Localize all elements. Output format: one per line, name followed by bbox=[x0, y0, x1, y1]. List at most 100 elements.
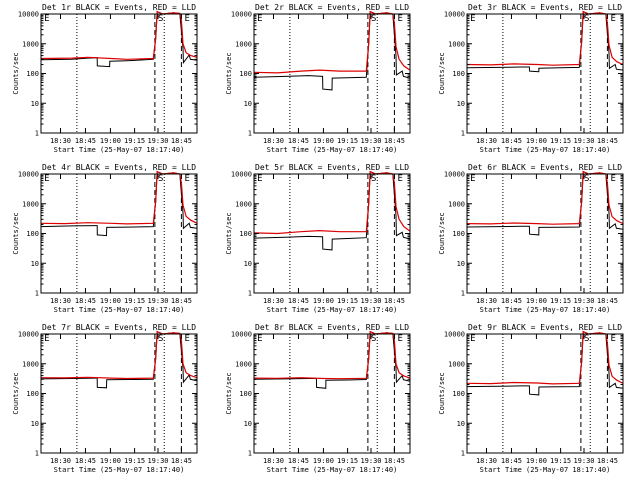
event-marker-S: S bbox=[158, 334, 163, 344]
y-tick-label: 1 bbox=[35, 130, 39, 138]
x-tick-label: 18:45 bbox=[384, 137, 405, 145]
x-tick-label: 19:15 bbox=[550, 457, 571, 465]
y-tick-label: 10 bbox=[31, 420, 39, 428]
x-tick-label: 19:00 bbox=[313, 137, 334, 145]
x-tick-label: 18:45 bbox=[597, 457, 618, 465]
y-tick-label: 1000 bbox=[235, 200, 252, 208]
y-tick-label: 10 bbox=[457, 420, 465, 428]
series-line-events bbox=[254, 330, 410, 389]
panel-title: Det 9r BLACK = Events, RED = LLD bbox=[468, 323, 622, 332]
y-tick-label: 1000 bbox=[235, 360, 252, 368]
x-tick-label: 19:00 bbox=[526, 137, 547, 145]
y-tick-label: 1000 bbox=[22, 360, 39, 368]
x-tick-label: 19:00 bbox=[313, 457, 334, 465]
x-tick-label: 19:00 bbox=[526, 297, 547, 305]
event-marker-E: E bbox=[257, 174, 262, 184]
y-tick-label: 10000 bbox=[444, 171, 465, 179]
x-tick-label: 18:45 bbox=[288, 297, 309, 305]
y-tick-label: 1000 bbox=[22, 200, 39, 208]
y-tick-label: 1 bbox=[461, 130, 465, 138]
x-tick-label: 18:45 bbox=[171, 137, 192, 145]
x-tick-label: 19:15 bbox=[337, 457, 358, 465]
event-marker-S: S bbox=[584, 14, 589, 24]
series-line-events bbox=[467, 330, 623, 396]
x-axis-label: Start Time (25-May-07 18:17:40) bbox=[480, 306, 611, 314]
event-marker-E: E bbox=[470, 174, 475, 184]
x-tick-label: 18:45 bbox=[75, 137, 96, 145]
y-axis-label: Counts/sec bbox=[225, 52, 233, 94]
y-tick-label: 10000 bbox=[444, 331, 465, 339]
x-tick-label: 19:30 bbox=[573, 137, 594, 145]
y-tick-label: 10000 bbox=[18, 331, 39, 339]
x-tick-label: 19:15 bbox=[124, 457, 145, 465]
event-marker-E: E bbox=[398, 174, 403, 184]
panel-title: Det 6r BLACK = Events, RED = LLD bbox=[468, 163, 622, 172]
x-tick-label: 18:30 bbox=[263, 457, 284, 465]
event-marker-E: E bbox=[44, 174, 49, 184]
event-marker-S: S bbox=[371, 334, 376, 344]
y-tick-label: 100 bbox=[452, 70, 465, 78]
event-marker-E: E bbox=[611, 174, 616, 184]
y-tick-label: 10 bbox=[457, 100, 465, 108]
y-tick-label: 100 bbox=[26, 230, 39, 238]
x-tick-label: 19:15 bbox=[337, 297, 358, 305]
event-marker-E: E bbox=[611, 14, 616, 24]
y-tick-label: 100 bbox=[452, 390, 465, 398]
x-tick-label: 18:30 bbox=[476, 457, 497, 465]
x-tick-label: 18:30 bbox=[263, 297, 284, 305]
event-marker-S: S bbox=[371, 174, 376, 184]
y-axis-label: Counts/sec bbox=[12, 372, 20, 414]
series-line-events bbox=[41, 170, 197, 237]
x-axis-label: Start Time (25-May-07 18:17:40) bbox=[54, 466, 185, 474]
event-marker-E: E bbox=[185, 174, 190, 184]
series-line-lld bbox=[467, 10, 623, 66]
series-line-lld bbox=[254, 170, 410, 235]
y-tick-label: 100 bbox=[26, 70, 39, 78]
x-tick-label: 19:30 bbox=[573, 297, 594, 305]
event-marker-E: E bbox=[611, 334, 616, 344]
x-tick-label: 19:30 bbox=[360, 297, 381, 305]
y-tick-label: 10 bbox=[457, 260, 465, 268]
plot-frame bbox=[466, 333, 624, 454]
event-marker-S: S bbox=[371, 14, 376, 24]
y-tick-label: 10000 bbox=[231, 11, 252, 19]
y-tick-label: 1 bbox=[248, 450, 252, 458]
y-tick-label: 10000 bbox=[444, 11, 465, 19]
y-tick-label: 10 bbox=[244, 420, 252, 428]
x-tick-label: 19:30 bbox=[360, 137, 381, 145]
x-tick-label: 19:30 bbox=[573, 457, 594, 465]
plot-frame bbox=[40, 13, 198, 134]
y-axis-label: Counts/sec bbox=[438, 212, 446, 254]
series-line-events bbox=[254, 170, 410, 251]
x-axis-label: Start Time (25-May-07 18:17:40) bbox=[267, 146, 398, 154]
y-tick-label: 1000 bbox=[235, 40, 252, 48]
y-tick-label: 1 bbox=[248, 290, 252, 298]
x-axis-label: Start Time (25-May-07 18:17:40) bbox=[54, 146, 185, 154]
x-tick-label: 18:45 bbox=[75, 297, 96, 305]
series-line-lld bbox=[254, 330, 410, 380]
series-line-lld bbox=[467, 170, 623, 225]
series-line-lld bbox=[41, 170, 197, 225]
panel-title: Det 3r BLACK = Events, RED = LLD bbox=[468, 3, 622, 12]
panel-title: Det 2r BLACK = Events, RED = LLD bbox=[255, 3, 409, 12]
x-tick-label: 19:00 bbox=[526, 457, 547, 465]
plot-frame bbox=[253, 333, 411, 454]
x-tick-label: 18:30 bbox=[476, 137, 497, 145]
event-marker-E: E bbox=[44, 14, 49, 24]
x-tick-label: 18:30 bbox=[50, 297, 71, 305]
panel-det-5r: Det 5r BLACK = Events, RED = LLD 1 10 100 10… bbox=[225, 163, 411, 314]
series-line-events bbox=[467, 170, 623, 236]
x-axis-label: Start Time (25-May-07 18:17:40) bbox=[267, 306, 398, 314]
x-axis-label: Start Time (25-May-07 18:17:40) bbox=[480, 146, 611, 154]
x-tick-label: 18:45 bbox=[288, 457, 309, 465]
y-tick-label: 10 bbox=[244, 260, 252, 268]
panel-det-6r: Det 6r BLACK = Events, RED = LLD 1 10 100 10… bbox=[438, 163, 624, 314]
y-tick-label: 10000 bbox=[18, 171, 39, 179]
series-line-events bbox=[41, 330, 197, 389]
plot-frame bbox=[40, 333, 198, 454]
event-marker-S: S bbox=[584, 334, 589, 344]
event-marker-S: S bbox=[158, 14, 163, 24]
x-tick-label: 18:45 bbox=[75, 457, 96, 465]
y-tick-label: 100 bbox=[239, 390, 252, 398]
panel-det-1r: Det 1r BLACK = Events, RED = LLD 1 10 100 10… bbox=[12, 3, 198, 154]
